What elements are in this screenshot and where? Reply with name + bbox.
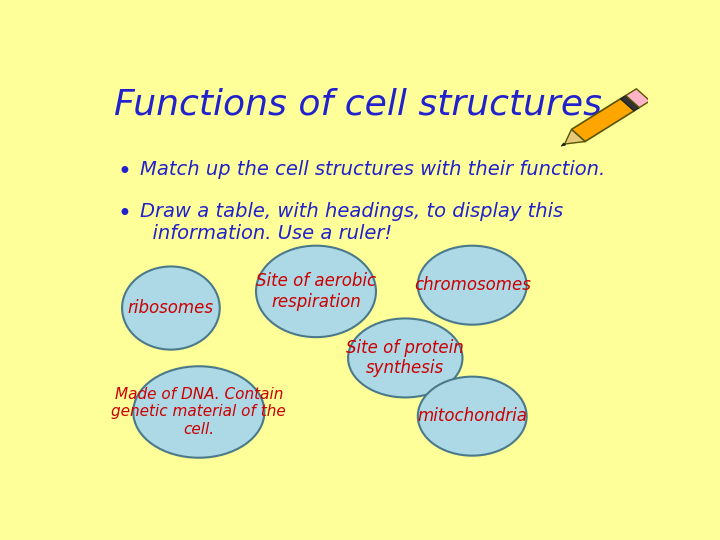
Text: Draw a table, with headings, to display this
  information. Use a ruler!: Draw a table, with headings, to display … [140,202,563,243]
Text: ribosomes: ribosomes [128,299,214,317]
Polygon shape [572,99,634,141]
Text: chromosomes: chromosomes [414,276,531,294]
Text: •: • [118,160,132,185]
Ellipse shape [418,377,526,456]
Ellipse shape [348,319,462,397]
Ellipse shape [122,266,220,349]
Text: Functions of cell structures: Functions of cell structures [114,87,602,122]
Ellipse shape [256,246,376,337]
Polygon shape [564,130,585,144]
Text: Made of DNA. Contain
genetic material of the
cell.: Made of DNA. Contain genetic material of… [112,387,286,437]
Text: mitochondria: mitochondria [417,407,527,425]
Polygon shape [626,89,650,107]
Text: Match up the cell structures with their function.: Match up the cell structures with their … [140,160,606,179]
Text: •: • [118,202,132,226]
Text: Site of aerobic
respiration: Site of aerobic respiration [256,272,376,311]
Polygon shape [561,143,566,146]
Polygon shape [621,96,639,111]
Ellipse shape [133,366,264,458]
Text: Site of protein
synthesis: Site of protein synthesis [346,339,464,377]
Ellipse shape [418,246,526,325]
